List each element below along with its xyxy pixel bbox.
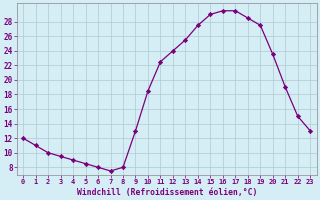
X-axis label: Windchill (Refroidissement éolien,°C): Windchill (Refroidissement éolien,°C): [76, 188, 257, 197]
